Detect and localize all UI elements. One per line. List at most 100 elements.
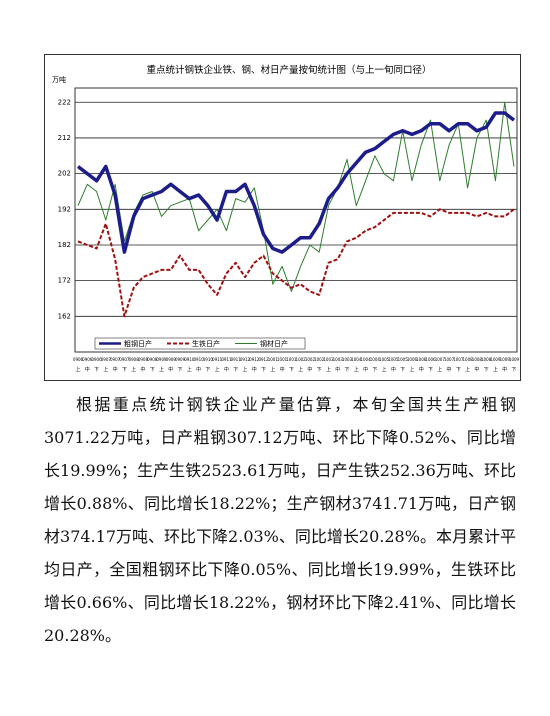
y-tick-label: 162 (58, 312, 71, 320)
x-tick-period: 中 (474, 366, 479, 373)
x-tick-label: 0911 (231, 357, 242, 362)
series-line (76, 111, 516, 254)
y-tick-label: 202 (58, 170, 71, 178)
x-tick-label: 0907 (119, 357, 130, 362)
x-tick-label: 1007 (435, 357, 446, 362)
x-tick-period: 下 (511, 367, 516, 373)
x-tick-label: 1002 (296, 357, 307, 362)
x-tick-period: 下 (178, 367, 183, 373)
x-tick-period: 下 (456, 367, 461, 373)
x-tick-period: 下 (289, 367, 294, 373)
x-tick-label: 0911 (221, 357, 232, 362)
x-tick-period: 上 (270, 366, 275, 373)
x-tick-label: 1004 (351, 357, 362, 362)
x-tick-period: 上 (409, 366, 414, 373)
x-tick-label: 1001 (268, 357, 279, 362)
x-tick-label: 0910 (203, 357, 214, 362)
x-tick-period: 下 (261, 367, 266, 373)
series-line (77, 101, 515, 292)
x-tick-period: 上 (465, 366, 470, 373)
x-tick-period: 中 (113, 366, 118, 373)
x-tick-period: 上 (354, 366, 359, 373)
x-tick-label: 1008 (481, 357, 492, 362)
x-tick-label: 1001 (277, 357, 288, 362)
x-tick-label: 1003 (333, 357, 344, 362)
x-tick-period: 上 (159, 366, 164, 373)
x-tick-period: 中 (196, 366, 201, 373)
x-tick-label: 0911 (212, 357, 223, 362)
x-tick-label: 1007 (453, 357, 464, 362)
chart-title: 重点统计钢铁企业铁、钢、材日产量按旬统计图（与上一旬同口径） (146, 64, 431, 76)
y-tick-label: 182 (58, 241, 71, 249)
chart: 重点统计钢铁企业铁、钢、材日产量按旬统计图（与上一旬同口径） 万吨 162 172… (44, 54, 521, 381)
x-tick-period: 上 (215, 366, 220, 373)
x-tick-label: 1005 (398, 357, 409, 362)
x-tick-period: 中 (168, 366, 173, 373)
x-tick-label: 1005 (379, 357, 390, 362)
x-tick-period: 中 (280, 366, 285, 373)
legend-label: 生铁日产 (192, 339, 220, 348)
x-tick-period: 上 (493, 366, 498, 373)
legend-label: 钢材日产 (260, 339, 288, 348)
body-text: 根据重点统计钢铁企业产量估算，本旬全国共生产粗钢3071.22万吨，日产粗钢30… (44, 395, 516, 645)
x-tick-label: 1003 (342, 357, 353, 362)
x-tick-period: 上 (242, 366, 247, 373)
x-tick-period: 下 (428, 367, 433, 373)
x-tick-period: 下 (233, 367, 238, 373)
x-tick-period: 中 (419, 366, 424, 373)
x-tick-period: 上 (298, 366, 303, 373)
x-tick-label: 0906 (82, 357, 93, 362)
x-tick-period: 中 (391, 366, 396, 373)
x-tick-label: 1009 (490, 357, 501, 362)
x-tick-label: 0908 (147, 357, 158, 362)
x-tick-period: 中 (224, 366, 229, 373)
x-tick-period: 上 (103, 366, 108, 373)
x-tick-label: 1003 (323, 357, 334, 362)
x-tick-period: 上 (437, 366, 442, 373)
x-tick-label: 1002 (314, 357, 325, 362)
x-tick-label: 1006 (416, 357, 427, 362)
x-tick-label: 0908 (138, 357, 149, 362)
x-tick-period: 中 (447, 366, 452, 373)
series-line (77, 208, 515, 318)
x-tick-label: 0912 (249, 357, 260, 362)
x-tick-label: 1007 (444, 357, 455, 362)
x-tick-label: 0912 (240, 357, 251, 362)
x-tick-period: 中 (307, 366, 312, 373)
x-tick-label: 1006 (425, 357, 436, 362)
x-tick-label: 0907 (101, 357, 112, 362)
x-tick-label: 0912 (258, 357, 269, 362)
x-tick-period: 中 (85, 366, 90, 373)
x-tick-period: 下 (205, 367, 210, 373)
x-tick-period: 上 (131, 366, 136, 373)
x-tick-period: 下 (372, 367, 377, 373)
legend-label: 粗钢日产 (124, 339, 152, 348)
x-tick-period: 上 (326, 366, 331, 373)
x-tick-label: 0907 (110, 357, 121, 362)
x-tick-label: 1008 (463, 357, 474, 362)
plot-area (74, 87, 518, 353)
x-tick-period: 中 (335, 366, 340, 373)
x-tick-period: 下 (122, 367, 127, 373)
x-tick-label: 0906 (73, 357, 84, 362)
x-tick-label: 1004 (360, 357, 371, 362)
x-tick-label: 1001 (286, 357, 297, 362)
y-axis-label: 万吨 (52, 75, 66, 84)
x-tick-label: 0909 (166, 357, 177, 362)
x-tick-period: 下 (484, 367, 489, 373)
x-tick-period: 中 (252, 366, 257, 373)
x-tick-label: 1002 (305, 357, 316, 362)
x-tick-period: 上 (187, 366, 192, 373)
legend (94, 337, 306, 350)
x-tick-label: 0910 (184, 357, 195, 362)
y-tick-label: 222 (58, 98, 71, 106)
x-tick-label: 1006 (407, 357, 418, 362)
x-tick-period: 上 (75, 366, 80, 373)
y-tick-label: 192 (58, 205, 71, 213)
x-tick-label: 1009 (509, 357, 520, 362)
x-tick-period: 下 (150, 367, 155, 373)
x-tick-period: 中 (140, 366, 145, 373)
x-tick-label: 1004 (370, 357, 381, 362)
x-tick-label: 1009 (500, 357, 511, 362)
